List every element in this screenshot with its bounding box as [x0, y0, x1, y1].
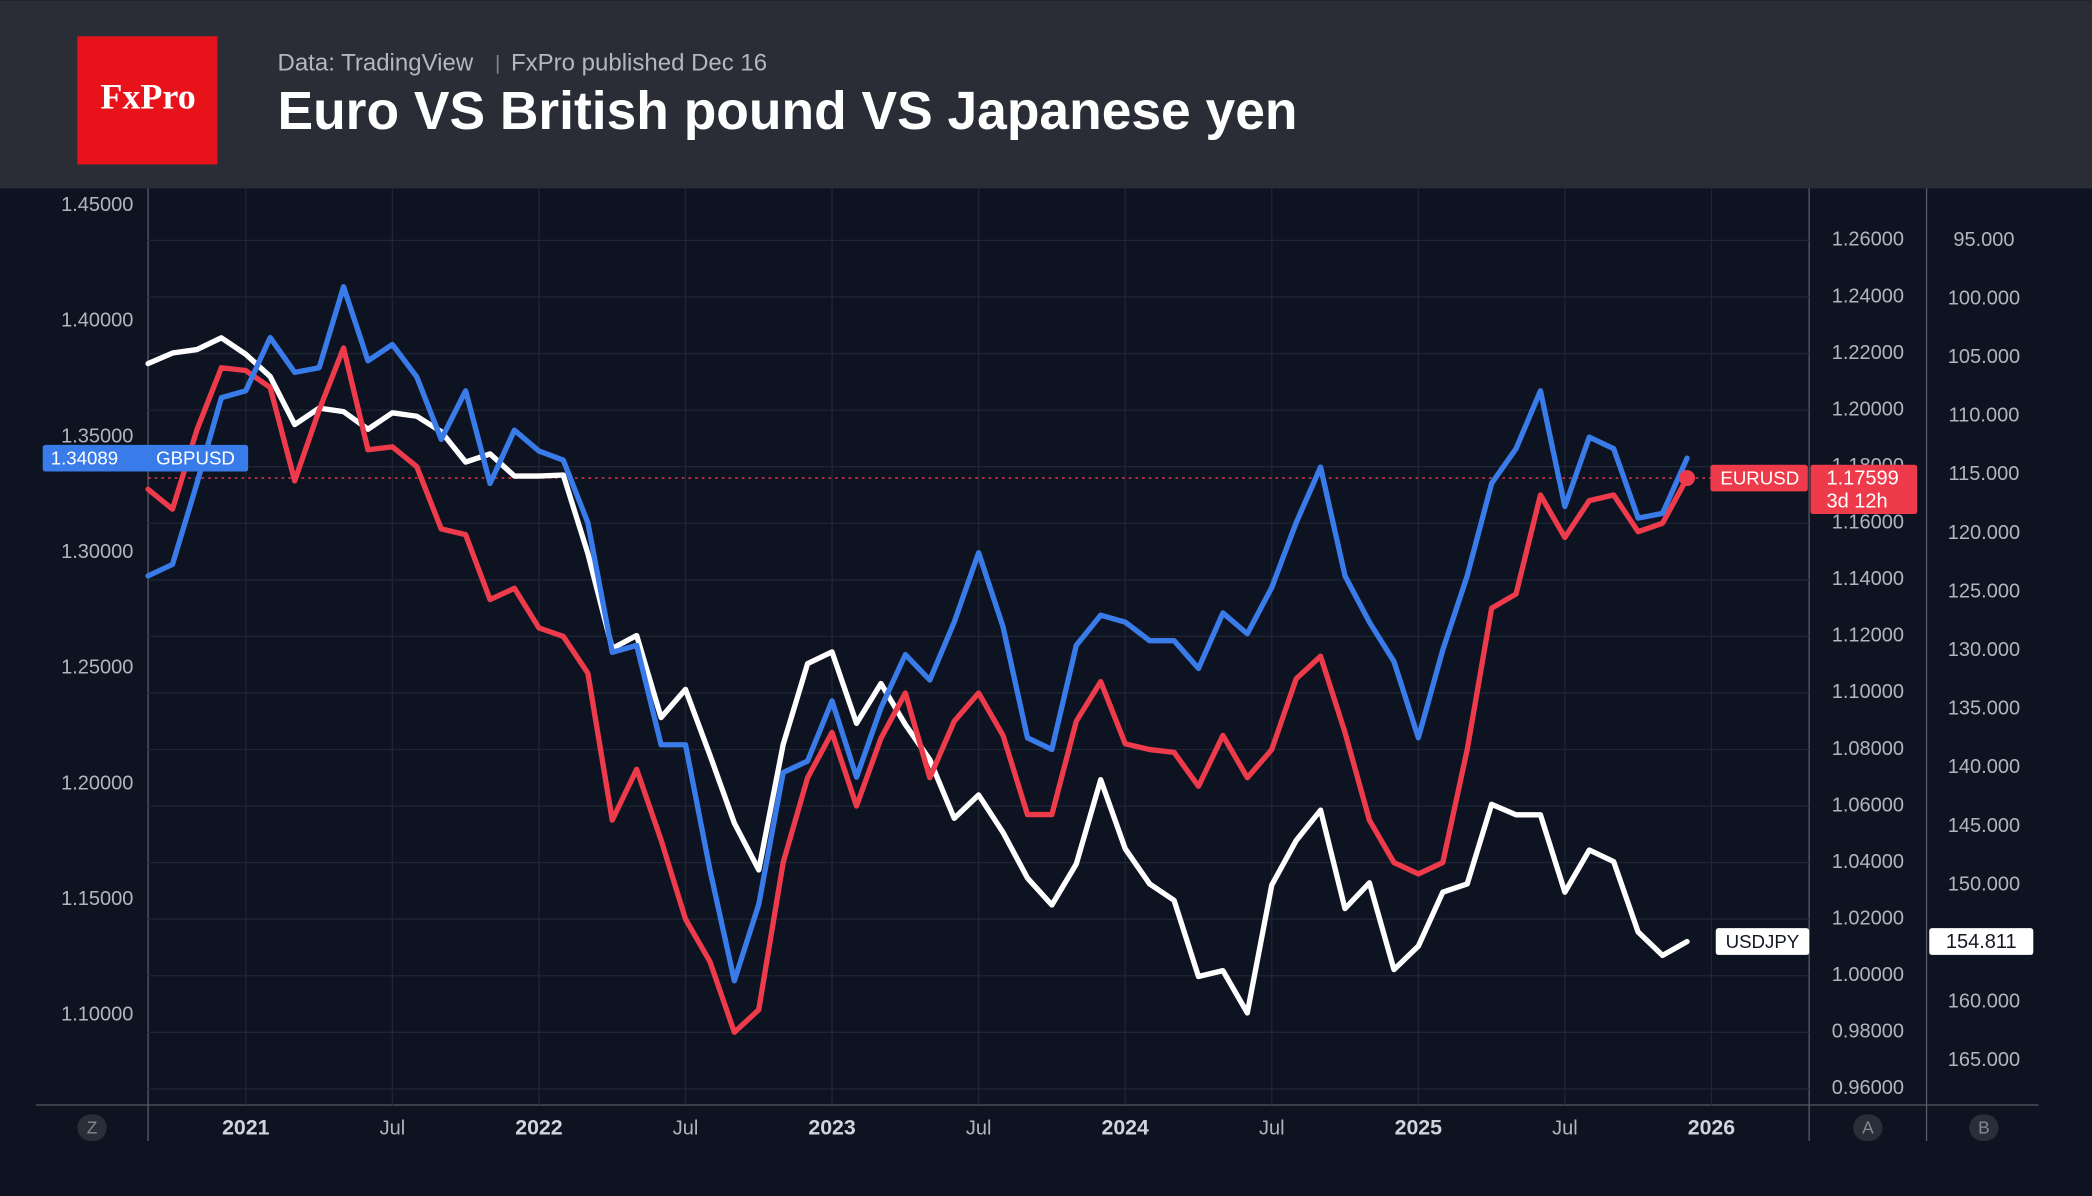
series-line — [145, 284, 1690, 984]
y2-tick-label: 1.00000 — [1832, 964, 1904, 986]
x-tick-label: 2021 — [222, 1116, 270, 1140]
price-tag-value: 1.17599 — [1826, 468, 1898, 490]
y3-tick-label: 135.000 — [1948, 698, 2020, 720]
series-tag-name: EURUSD — [1720, 467, 1799, 488]
logo-box — [77, 36, 218, 165]
y-tick-label: 1.15000 — [61, 888, 133, 910]
series-tag — [1710, 464, 1808, 492]
y-tick-label: 1.20000 — [61, 772, 133, 794]
x-tick-label: 2024 — [1101, 1116, 1149, 1140]
y2-tick-label: 1.06000 — [1832, 794, 1904, 816]
x-tick-label: 2022 — [515, 1116, 562, 1140]
axis-button[interactable] — [1969, 1114, 1999, 1142]
axis-button-label[interactable]: A — [1862, 1118, 1874, 1138]
y2-tick-label: 1.20000 — [1832, 398, 1904, 420]
y2-tick-label: 1.16000 — [1832, 512, 1904, 534]
y2-tick-label: 1.22000 — [1832, 342, 1904, 364]
y3-tick-label: 125.000 — [1948, 580, 2020, 602]
y2-tick-label: 1.24000 — [1832, 285, 1904, 307]
y3-tick-label: 100.000 — [1948, 287, 2020, 309]
chart-title: Euro VS British pound VS Japanese yen — [278, 82, 1298, 141]
plot-area — [36, 188, 2039, 1142]
y2-tick-label: 1.14000 — [1832, 568, 1904, 590]
y3-tick-label: 120.000 — [1948, 522, 2020, 544]
axis-button-label[interactable]: Z — [87, 1118, 98, 1138]
axis-button[interactable] — [77, 1114, 107, 1142]
y3-tick-label: 105.000 — [1948, 346, 2020, 368]
y3-tick-label: 95.000 — [1953, 229, 2014, 251]
series-line — [145, 345, 1690, 1035]
y3-tick-label: 110.000 — [1949, 405, 2020, 427]
y2-tick-label: 1.04000 — [1832, 851, 1904, 873]
x-tick-label: Jul — [380, 1117, 406, 1139]
y3-tick-label: 150.000 — [1948, 873, 2020, 895]
end-dot — [1679, 470, 1696, 487]
x-tick-label: 2025 — [1395, 1116, 1443, 1140]
y2-tick-label: 1.26000 — [1832, 229, 1904, 251]
price-tag-value: 154.811 — [1946, 931, 2017, 953]
y3-tick-label: 140.000 — [1948, 756, 2020, 778]
price-tag — [1810, 464, 1918, 515]
price-tag-value: 1.34089 — [51, 447, 118, 468]
price-tag — [42, 444, 249, 472]
price-tag-name: GBPUSD — [156, 447, 235, 468]
axis-button[interactable] — [1853, 1114, 1883, 1142]
y2-tick-label: 0.98000 — [1832, 1021, 1904, 1043]
countdown: 3d 12h — [1826, 490, 1887, 512]
price-tag — [1929, 928, 2034, 955]
y3-tick-label: 160.000 — [1948, 991, 2020, 1013]
source: Data: TradingView — [278, 50, 474, 77]
y-tick-label: 1.30000 — [61, 541, 133, 563]
y-tick-label: 1.10000 — [61, 1004, 133, 1026]
y2-tick-label: 1.02000 — [1832, 907, 1904, 929]
x-tick-label: Jul — [1259, 1117, 1285, 1139]
axis-button-label[interactable]: B — [1978, 1118, 1990, 1138]
y2-tick-label: 1.12000 — [1832, 625, 1904, 647]
y3-tick-label: 145.000 — [1948, 815, 2020, 837]
y3-tick-label: 130.000 — [1948, 639, 2020, 661]
header-band — [0, 0, 2092, 189]
y-tick-label: 1.35000 — [61, 425, 133, 447]
x-tick-label: Jul — [673, 1117, 699, 1139]
y3-tick-label: 115.000 — [1949, 463, 2020, 485]
x-tick-label: 2026 — [1688, 1116, 1736, 1140]
x-tick-label: 2023 — [808, 1116, 856, 1140]
published: FxPro published Dec 16 — [511, 50, 767, 77]
y2-tick-label: 0.96000 — [1832, 1077, 1904, 1099]
series-tag — [1715, 928, 1810, 955]
series-tag-name: USDJPY — [1726, 931, 1800, 952]
x-tick-label: Jul — [966, 1117, 992, 1139]
y-tick-label: 1.40000 — [61, 310, 133, 332]
x-tick-label: Jul — [1552, 1117, 1578, 1139]
y2-tick-label: 1.10000 — [1832, 681, 1904, 703]
y-tick-label: 1.25000 — [61, 657, 133, 679]
y-tick-label: 1.45000 — [61, 194, 133, 216]
y2-tick-label: 1.08000 — [1832, 738, 1904, 760]
y3-tick-label: 165.000 — [1948, 1049, 2020, 1071]
logo-text: FxPro — [100, 77, 195, 117]
